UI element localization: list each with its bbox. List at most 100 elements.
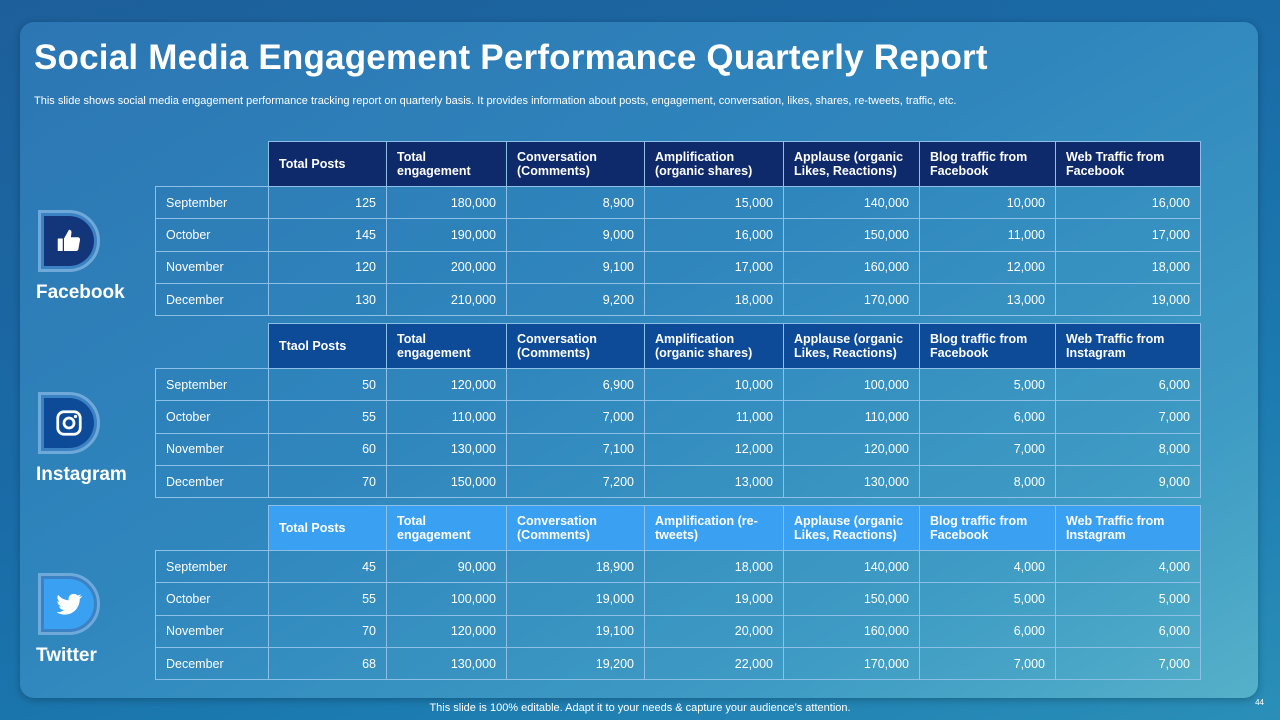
value-cell: 18,900 bbox=[506, 549, 645, 584]
page-number: 44 bbox=[1255, 698, 1264, 707]
instagram-table: Ttaol Posts Total engagement Conversation … bbox=[155, 323, 1201, 499]
table-header-row: Ttaol Posts Total engagement Conversation … bbox=[155, 323, 1201, 369]
value-cell: 8,000 bbox=[1055, 432, 1201, 466]
value-cell: 6,000 bbox=[919, 614, 1056, 648]
instagram-label: Instagram bbox=[36, 464, 127, 485]
column-header: Web Traffic from Facebook bbox=[1055, 141, 1201, 187]
value-cell: 7,000 bbox=[1055, 400, 1201, 434]
value-cell: 18,000 bbox=[644, 282, 784, 317]
table-header-row: Total Posts Total engagement Conversation … bbox=[155, 141, 1201, 187]
table-row: December 70 150,000 7,200 13,000 130,000 8,000… bbox=[155, 464, 1201, 499]
twitter-label: Twitter bbox=[36, 645, 97, 666]
value-cell: 7,000 bbox=[1055, 646, 1201, 681]
value-cell: 15,000 bbox=[644, 185, 784, 220]
value-cell: 145 bbox=[268, 218, 387, 252]
value-cell: 9,100 bbox=[506, 250, 645, 284]
value-cell: 50 bbox=[268, 367, 387, 402]
value-cell: 13,000 bbox=[919, 282, 1056, 317]
value-cell: 160,000 bbox=[783, 250, 920, 284]
value-cell: 7,200 bbox=[506, 464, 645, 499]
thumbs-up-icon bbox=[57, 229, 81, 251]
column-header: Web Traffic from Instagram bbox=[1055, 505, 1201, 551]
value-cell: 125 bbox=[268, 185, 387, 220]
twitter-table: Total Posts Total engagement Conversation … bbox=[155, 505, 1201, 681]
value-cell: 5,000 bbox=[919, 367, 1056, 402]
column-header: Total Posts bbox=[268, 141, 387, 187]
value-cell: 4,000 bbox=[1055, 549, 1201, 584]
value-cell: 16,000 bbox=[644, 218, 784, 252]
header-blank-cell bbox=[155, 323, 269, 369]
value-cell: 7,000 bbox=[919, 432, 1056, 466]
twitter-logo bbox=[38, 573, 100, 635]
column-header: Blog traffic from Facebook bbox=[919, 505, 1056, 551]
column-header: Applause (organic Likes, Reactions) bbox=[783, 505, 920, 551]
value-cell: 19,100 bbox=[506, 614, 645, 648]
value-cell: 140,000 bbox=[783, 549, 920, 584]
table-row: November 70 120,000 19,100 20,000 160,000 6,00… bbox=[155, 614, 1201, 648]
value-cell: 110,000 bbox=[783, 400, 920, 434]
column-header: Blog traffic from Facebook bbox=[919, 141, 1056, 187]
value-cell: 70 bbox=[268, 464, 387, 499]
value-cell: 68 bbox=[268, 646, 387, 681]
value-cell: 55 bbox=[268, 400, 387, 434]
value-cell: 140,000 bbox=[783, 185, 920, 220]
header-blank-cell bbox=[155, 505, 269, 551]
month-cell: November bbox=[155, 432, 269, 466]
value-cell: 20,000 bbox=[644, 614, 784, 648]
value-cell: 60 bbox=[268, 432, 387, 466]
column-header: Total Posts bbox=[268, 505, 387, 551]
table-row: December 130 210,000 9,200 18,000 170,000 13,0… bbox=[155, 282, 1201, 317]
value-cell: 9,200 bbox=[506, 282, 645, 317]
slide-title: Social Media Engagement Performance Quar… bbox=[34, 38, 988, 77]
month-cell: December bbox=[155, 464, 269, 499]
value-cell: 190,000 bbox=[386, 218, 507, 252]
table-row: September 125 180,000 8,900 15,000 140,000 10,… bbox=[155, 185, 1201, 220]
value-cell: 120,000 bbox=[386, 614, 507, 648]
column-header: Web Traffic from Instagram bbox=[1055, 323, 1201, 369]
value-cell: 19,000 bbox=[1055, 282, 1201, 317]
value-cell: 7,100 bbox=[506, 432, 645, 466]
month-cell: September bbox=[155, 549, 269, 584]
value-cell: 8,900 bbox=[506, 185, 645, 220]
value-cell: 10,000 bbox=[644, 367, 784, 402]
column-header: Blog traffic from Facebook bbox=[919, 323, 1056, 369]
value-cell: 11,000 bbox=[919, 218, 1056, 252]
value-cell: 17,000 bbox=[644, 250, 784, 284]
table-row: December 68 130,000 19,200 22,000 170,000 7,00… bbox=[155, 646, 1201, 681]
column-header: Total engagement bbox=[386, 323, 507, 369]
twitter-bird-icon bbox=[56, 593, 83, 615]
value-cell: 12,000 bbox=[644, 432, 784, 466]
value-cell: 160,000 bbox=[783, 614, 920, 648]
value-cell: 6,000 bbox=[1055, 614, 1201, 648]
value-cell: 180,000 bbox=[386, 185, 507, 220]
value-cell: 210,000 bbox=[386, 282, 507, 317]
table-row: September 45 90,000 18,900 18,000 140,000 4,00… bbox=[155, 549, 1201, 584]
instagram-logo bbox=[38, 392, 100, 454]
value-cell: 19,200 bbox=[506, 646, 645, 681]
value-cell: 6,000 bbox=[1055, 367, 1201, 402]
value-cell: 70 bbox=[268, 614, 387, 648]
value-cell: 18,000 bbox=[644, 549, 784, 584]
value-cell: 8,000 bbox=[919, 464, 1056, 499]
twitter-platform: Twitter bbox=[36, 573, 146, 667]
value-cell: 110,000 bbox=[386, 400, 507, 434]
table-row: September 50 120,000 6,900 10,000 100,000 5,00… bbox=[155, 367, 1201, 402]
value-cell: 130 bbox=[268, 282, 387, 317]
column-header: Amplification (re-tweets) bbox=[644, 505, 784, 551]
table-row: October 55 110,000 7,000 11,000 110,000 6,000 7… bbox=[155, 400, 1201, 434]
instagram-platform: Instagram bbox=[36, 392, 146, 486]
table-row: November 120 200,000 9,100 17,000 160,000 12,0… bbox=[155, 250, 1201, 284]
month-cell: November bbox=[155, 614, 269, 648]
column-header: Amplification (organic shares) bbox=[644, 141, 784, 187]
month-cell: November bbox=[155, 250, 269, 284]
column-header: Conversation (Comments) bbox=[506, 141, 645, 187]
header-blank-cell bbox=[155, 141, 269, 187]
value-cell: 170,000 bbox=[783, 282, 920, 317]
facebook-table: Total Posts Total engagement Conversation … bbox=[155, 141, 1201, 317]
value-cell: 6,000 bbox=[919, 400, 1056, 434]
value-cell: 10,000 bbox=[919, 185, 1056, 220]
value-cell: 18,000 bbox=[1055, 250, 1201, 284]
value-cell: 120,000 bbox=[386, 367, 507, 402]
value-cell: 200,000 bbox=[386, 250, 507, 284]
instagram-icon bbox=[56, 410, 82, 436]
